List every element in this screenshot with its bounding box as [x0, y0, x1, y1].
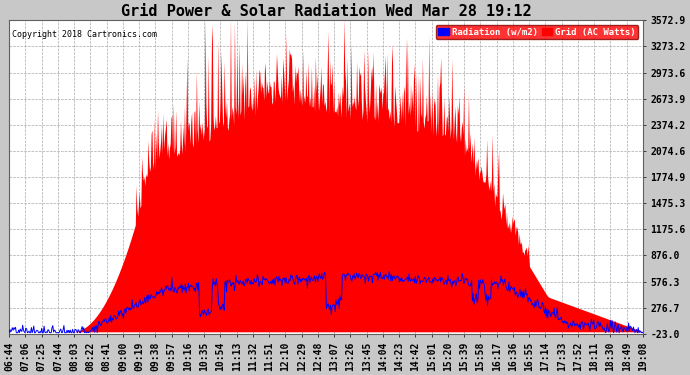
Text: Copyright 2018 Cartronics.com: Copyright 2018 Cartronics.com	[12, 30, 157, 39]
Legend: Radiation (w/m2), Grid (AC Watts): Radiation (w/m2), Grid (AC Watts)	[435, 25, 638, 39]
Title: Grid Power & Solar Radiation Wed Mar 28 19:12: Grid Power & Solar Radiation Wed Mar 28 …	[121, 4, 531, 19]
